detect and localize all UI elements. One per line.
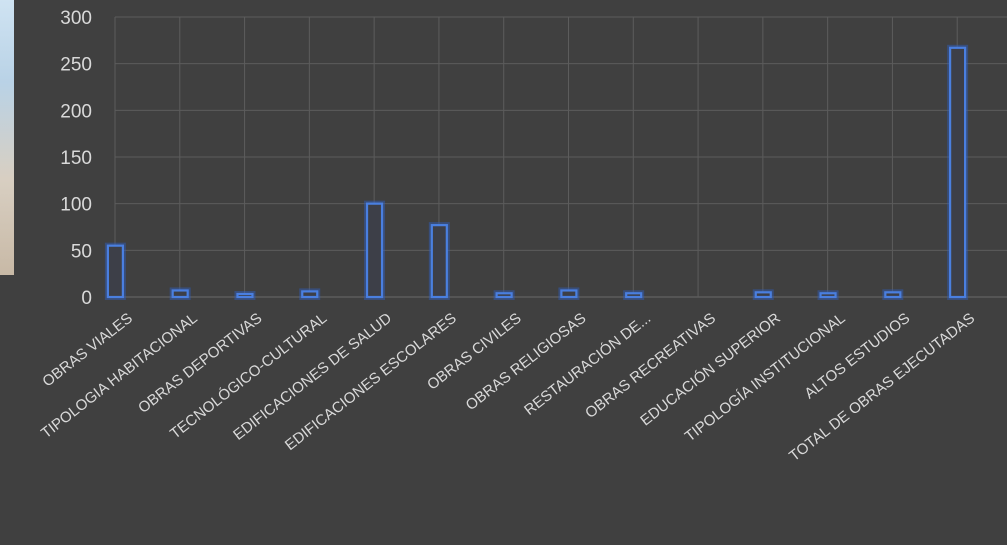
bar bbox=[367, 204, 382, 297]
x-category-label: ALTOS ESTUDIOS bbox=[801, 310, 913, 403]
bars bbox=[108, 48, 965, 297]
bar bbox=[950, 48, 965, 297]
y-tick-label: 0 bbox=[81, 288, 92, 309]
bar bbox=[237, 294, 252, 297]
bar bbox=[626, 293, 641, 297]
gridlines bbox=[115, 17, 1007, 297]
bar bbox=[497, 293, 512, 297]
y-tick-label: 300 bbox=[60, 8, 92, 29]
y-tick-label: 250 bbox=[60, 55, 92, 76]
bar bbox=[173, 290, 188, 297]
bar bbox=[108, 246, 123, 297]
x-category-label: OBRAS RELIGIOSAS bbox=[463, 310, 590, 414]
x-category-label: RESTAURACIÓN DE... bbox=[521, 310, 654, 419]
bar bbox=[756, 292, 771, 297]
bar bbox=[432, 225, 447, 297]
y-tick-label: 50 bbox=[71, 241, 92, 262]
y-tick-label: 150 bbox=[60, 148, 92, 169]
bar bbox=[302, 291, 317, 297]
y-tick-label: 200 bbox=[60, 101, 92, 122]
bar bbox=[821, 293, 836, 297]
y-axis-tick-labels: 0 50 100 150 200 250 300 bbox=[60, 8, 92, 309]
x-category-label: OBRAS DEPORTIVAS bbox=[135, 310, 265, 417]
y-tick-label: 100 bbox=[60, 195, 92, 216]
bar bbox=[561, 290, 576, 297]
bar bbox=[885, 292, 900, 297]
